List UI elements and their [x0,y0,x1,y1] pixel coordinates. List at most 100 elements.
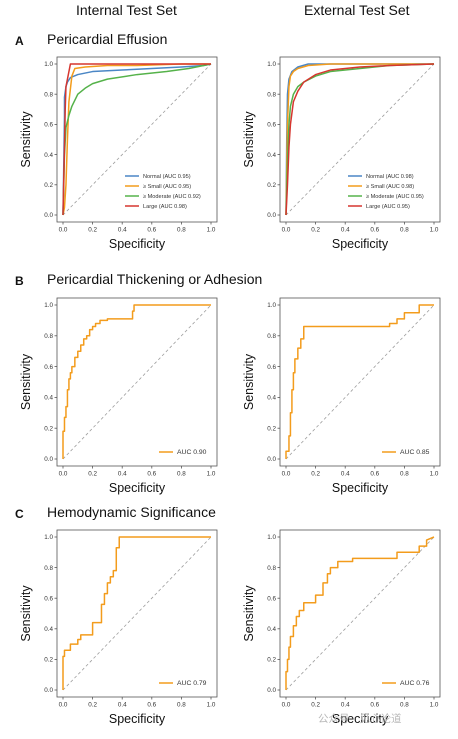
roc-curve-series-1 [285,304,434,459]
roc-chart-b-external: 0.0 0.2 0.4 0.6 0.8 1.0 0.0 0.2 0.4 0.6 0.8 1.0 Spec… [242,297,441,495]
y-tick-label: 0.4 [44,395,53,402]
y-tick-label: 0.4 [267,395,276,402]
x-tick-label: 0.2 [88,471,97,478]
panel-b-letter: B [15,274,24,288]
x-tick-label: 0.2 [311,227,320,234]
column-title-external: External Test Set [304,2,410,18]
legend-label: AUC 0.90 [177,449,207,456]
y-tick-label: 0.8 [267,91,276,98]
axes-frame [56,297,218,467]
legend-label: ≥ Small (AUC 0.95) [143,184,191,190]
legend-label: Normal (AUC 0.98) [366,174,414,180]
x-tick-label: 0.8 [400,702,409,709]
roc-curve-series-3 [62,63,212,216]
x-tick-label: 1.0 [430,471,439,478]
y-tick-label: 0.8 [44,333,53,340]
legend-label: ≥ Moderate (AUC 0.95) [366,194,424,200]
x-tick-label: 0.0 [282,471,291,478]
y-tick-label: 1.0 [267,534,276,541]
x-axis-label: Specificity [109,481,166,495]
x-tick-label: 1.0 [207,227,216,234]
axes-frame [279,297,441,467]
watermark-text: 公众号 · 见心论道 [318,713,402,725]
panel-c-title: Hemodynamic Significance [47,504,216,520]
axes-frame [56,529,218,698]
x-tick-label: 0.6 [147,227,156,234]
x-tick-label: 0.6 [370,702,379,709]
x-tick-label: 0.4 [118,702,127,709]
y-axis-label: Sensitivity [242,585,256,642]
legend-label: ≥ Moderate (AUC 0.92) [143,194,201,200]
x-tick-label: 1.0 [430,702,439,709]
chance-diagonal [62,63,212,216]
roc-curve-series-4 [285,63,435,216]
y-tick-label: 1.0 [44,302,53,309]
roc-curve-series-1 [62,536,211,690]
y-tick-label: 0.2 [267,425,276,432]
y-tick-label: 0.4 [44,152,53,159]
y-axis-label: Sensitivity [19,111,33,168]
y-axis-label: Sensitivity [19,353,33,410]
x-tick-label: 0.4 [118,227,127,234]
y-tick-label: 0.2 [44,657,53,664]
x-tick-label: 0.6 [147,702,156,709]
x-tick-label: 0.0 [59,702,68,709]
axes-frame [279,529,441,698]
x-tick-label: 0.0 [59,471,68,478]
x-tick-label: 0.4 [341,471,350,478]
x-tick-label: 1.0 [207,471,216,478]
roc-curve-series-2 [62,63,211,216]
legend-label: Large (AUC 0.98) [143,204,187,210]
y-tick-label: 0.0 [44,456,53,463]
legend-label: AUC 0.76 [400,680,430,687]
x-tick-label: 0.8 [177,702,186,709]
roc-chart-c-internal: 0.0 0.2 0.4 0.6 0.8 1.0 0.0 0.2 0.4 0.6 0.8 1.0 Spec… [19,529,218,726]
y-tick-label: 0.8 [44,565,53,572]
y-tick-label: 0.8 [44,91,53,98]
y-tick-label: 0.4 [44,626,53,633]
y-tick-label: 0.0 [44,687,53,694]
x-axis-label: Specificity [332,237,389,251]
x-tick-label: 0.8 [177,471,186,478]
x-tick-label: 0.4 [341,702,350,709]
x-tick-label: 0.8 [400,471,409,478]
y-tick-label: 0.8 [267,565,276,572]
roc-curve-series-1 [62,304,211,459]
x-tick-label: 0.2 [311,702,320,709]
axes-frame [279,56,441,223]
x-tick-label: 0.4 [118,471,127,478]
column-title-internal: Internal Test Set [76,2,177,18]
x-axis-label: Specificity [109,712,166,726]
x-axis-label: Specificity [109,237,166,251]
x-tick-label: 0.0 [59,227,68,234]
roc-chart-a-external: 0.0 0.2 0.4 0.6 0.8 1.0 0.0 0.2 0.4 0.6 0.8 1.0 Spec… [242,56,441,251]
y-tick-label: 0.6 [44,364,53,371]
x-tick-label: 1.0 [207,702,216,709]
y-tick-label: 0.8 [267,333,276,340]
panel-c-letter: C [15,507,24,521]
y-tick-label: 0.0 [267,456,276,463]
x-tick-label: 0.8 [400,227,409,234]
x-tick-label: 0.2 [311,471,320,478]
y-axis-label: Sensitivity [242,353,256,410]
y-tick-label: 0.0 [267,687,276,694]
y-tick-label: 0.6 [44,122,53,129]
roc-curve-series-2 [285,63,434,216]
x-tick-label: 0.6 [370,227,379,234]
y-axis-label: Sensitivity [242,111,256,168]
roc-curve-series-1 [62,63,212,216]
y-tick-label: 0.6 [267,364,276,371]
roc-curve-series-1 [285,536,435,690]
roc-curve-series-4 [62,63,211,216]
roc-chart-b-internal: 0.0 0.2 0.4 0.6 0.8 1.0 0.0 0.2 0.4 0.6 0.8 1.0 Spec… [19,297,218,495]
legend-label: AUC 0.79 [177,680,207,687]
y-tick-label: 0.0 [267,212,276,219]
y-tick-label: 1.0 [44,534,53,541]
x-tick-label: 0.2 [88,227,97,234]
roc-chart-c-external: 0.0 0.2 0.4 0.6 0.8 1.0 0.0 0.2 0.4 0.6 0.8 1.0 Spec… [242,529,441,726]
y-tick-label: 0.2 [44,425,53,432]
y-tick-label: 0.4 [267,626,276,633]
y-tick-label: 0.2 [44,182,53,189]
panel-a-title: Pericardial Effusion [47,31,168,47]
x-tick-label: 0.6 [147,471,156,478]
